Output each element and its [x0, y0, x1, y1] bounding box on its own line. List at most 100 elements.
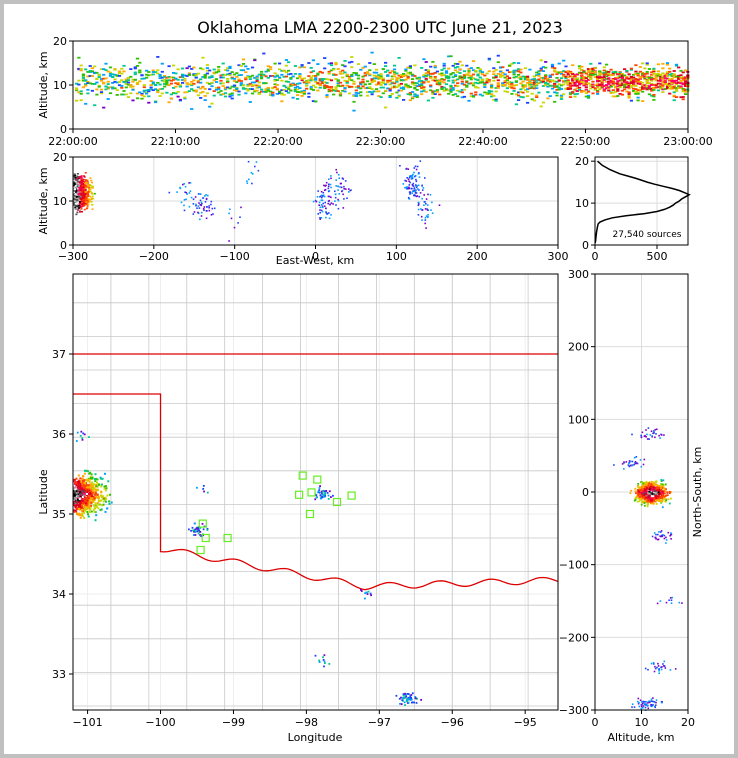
time-height-source: [174, 72, 178, 75]
plan-view-source: [83, 509, 86, 512]
time-height-source: [140, 93, 144, 95]
time-height-xtick-label: 22:50:00: [561, 135, 610, 148]
time-height-source: [647, 68, 651, 70]
time-height-source: [465, 84, 469, 87]
east-west-source: [202, 208, 205, 210]
east-west-source: [334, 200, 336, 202]
time-height-source: [108, 86, 113, 89]
time-height-source: [90, 89, 94, 92]
time-height-source: [88, 71, 92, 73]
plan-view-source: [84, 493, 87, 496]
time-height-source: [523, 77, 527, 79]
time-height-source: [629, 75, 633, 78]
time-height-source: [429, 85, 433, 88]
time-height-source: [652, 83, 656, 86]
time-height-source: [117, 70, 122, 73]
time-height-source: [634, 93, 638, 95]
time-height-source: [111, 75, 115, 78]
east-west-source: [319, 195, 322, 198]
time-height-source: [591, 86, 595, 88]
plan-view-source: [73, 498, 76, 501]
time-height-source: [402, 99, 406, 101]
plan-view-source: [106, 494, 109, 497]
east-west-source: [79, 193, 82, 196]
time-height-source: [623, 81, 627, 84]
plan-view-source: [198, 529, 201, 532]
time-height-source: [221, 85, 225, 87]
time-height-source: [586, 69, 591, 72]
time-height-source: [208, 76, 212, 79]
time-height-source: [196, 81, 200, 84]
plan-view-source: [93, 483, 96, 486]
time-height-source: [650, 74, 654, 77]
time-height-source: [442, 86, 446, 89]
plan-view-source: [79, 493, 82, 496]
time-height-source: [199, 67, 203, 70]
east-west-source: [337, 207, 340, 210]
time-height-source: [388, 88, 392, 90]
time-height-source: [546, 91, 550, 94]
east-west-source: [322, 191, 325, 194]
time-height-source: [616, 76, 620, 79]
east-west-xlabel: East-West, km: [276, 254, 354, 267]
time-height-source: [248, 78, 252, 80]
time-height-source: [663, 81, 667, 84]
time-height-source: [679, 80, 683, 82]
time-height-source: [194, 76, 198, 79]
time-height-source: [338, 94, 343, 97]
time-height-source: [661, 72, 665, 75]
plan-view-source: [414, 697, 417, 700]
time-height-source: [293, 86, 297, 89]
plan-view-source: [97, 489, 100, 492]
time-height-source: [672, 80, 676, 82]
time-height-source: [131, 88, 135, 91]
time-height-source: [185, 91, 189, 93]
time-height-source: [424, 90, 428, 93]
plan-view-ytick-label: 33: [52, 668, 66, 681]
plan-view-source: [193, 534, 195, 536]
plan-view-source: [87, 506, 90, 509]
time-height-source: [665, 71, 670, 73]
time-height-source: [632, 83, 636, 86]
east-west-source: [73, 202, 76, 205]
east-west-source: [73, 174, 76, 177]
time-height-source: [77, 68, 81, 71]
time-height-source: [174, 82, 178, 85]
time-height-source: [683, 93, 688, 95]
time-height-source: [638, 81, 642, 83]
time-height-source: [370, 81, 374, 83]
time-height-source: [232, 89, 237, 92]
east-west-source: [84, 184, 87, 187]
east-west-source: [87, 201, 90, 203]
time-height-source: [354, 92, 358, 94]
east-west-source: [203, 206, 206, 208]
plan-view-source: [104, 485, 107, 488]
plan-view-source: [318, 489, 321, 491]
plan-view-source: [318, 487, 321, 489]
east-west-source: [325, 181, 328, 184]
time-height-source: [75, 82, 79, 85]
time-height-source: [532, 78, 536, 80]
east-west-source: [83, 178, 86, 181]
plan-view-source: [203, 490, 205, 493]
time-height-source: [438, 80, 442, 83]
time-height-source: [368, 69, 372, 72]
plan-view-source: [81, 500, 84, 502]
time-height-source: [341, 84, 345, 87]
time-height-source: [244, 87, 248, 90]
east-west-source: [427, 216, 429, 218]
east-west-source: [80, 187, 83, 189]
time-height-source: [431, 73, 435, 75]
east-west-source: [75, 189, 78, 191]
time-height-source: [289, 77, 293, 79]
time-height-source: [408, 65, 412, 67]
time-height-source: [287, 61, 291, 64]
time-height-source: [190, 68, 194, 70]
plan-view-source: [194, 534, 197, 536]
east-west-source: [168, 191, 171, 194]
time-height-source: [636, 89, 640, 92]
time-height-source: [677, 81, 681, 84]
east-west-source: [199, 199, 202, 202]
time-height-source: [499, 73, 503, 76]
time-height-source: [616, 88, 620, 90]
